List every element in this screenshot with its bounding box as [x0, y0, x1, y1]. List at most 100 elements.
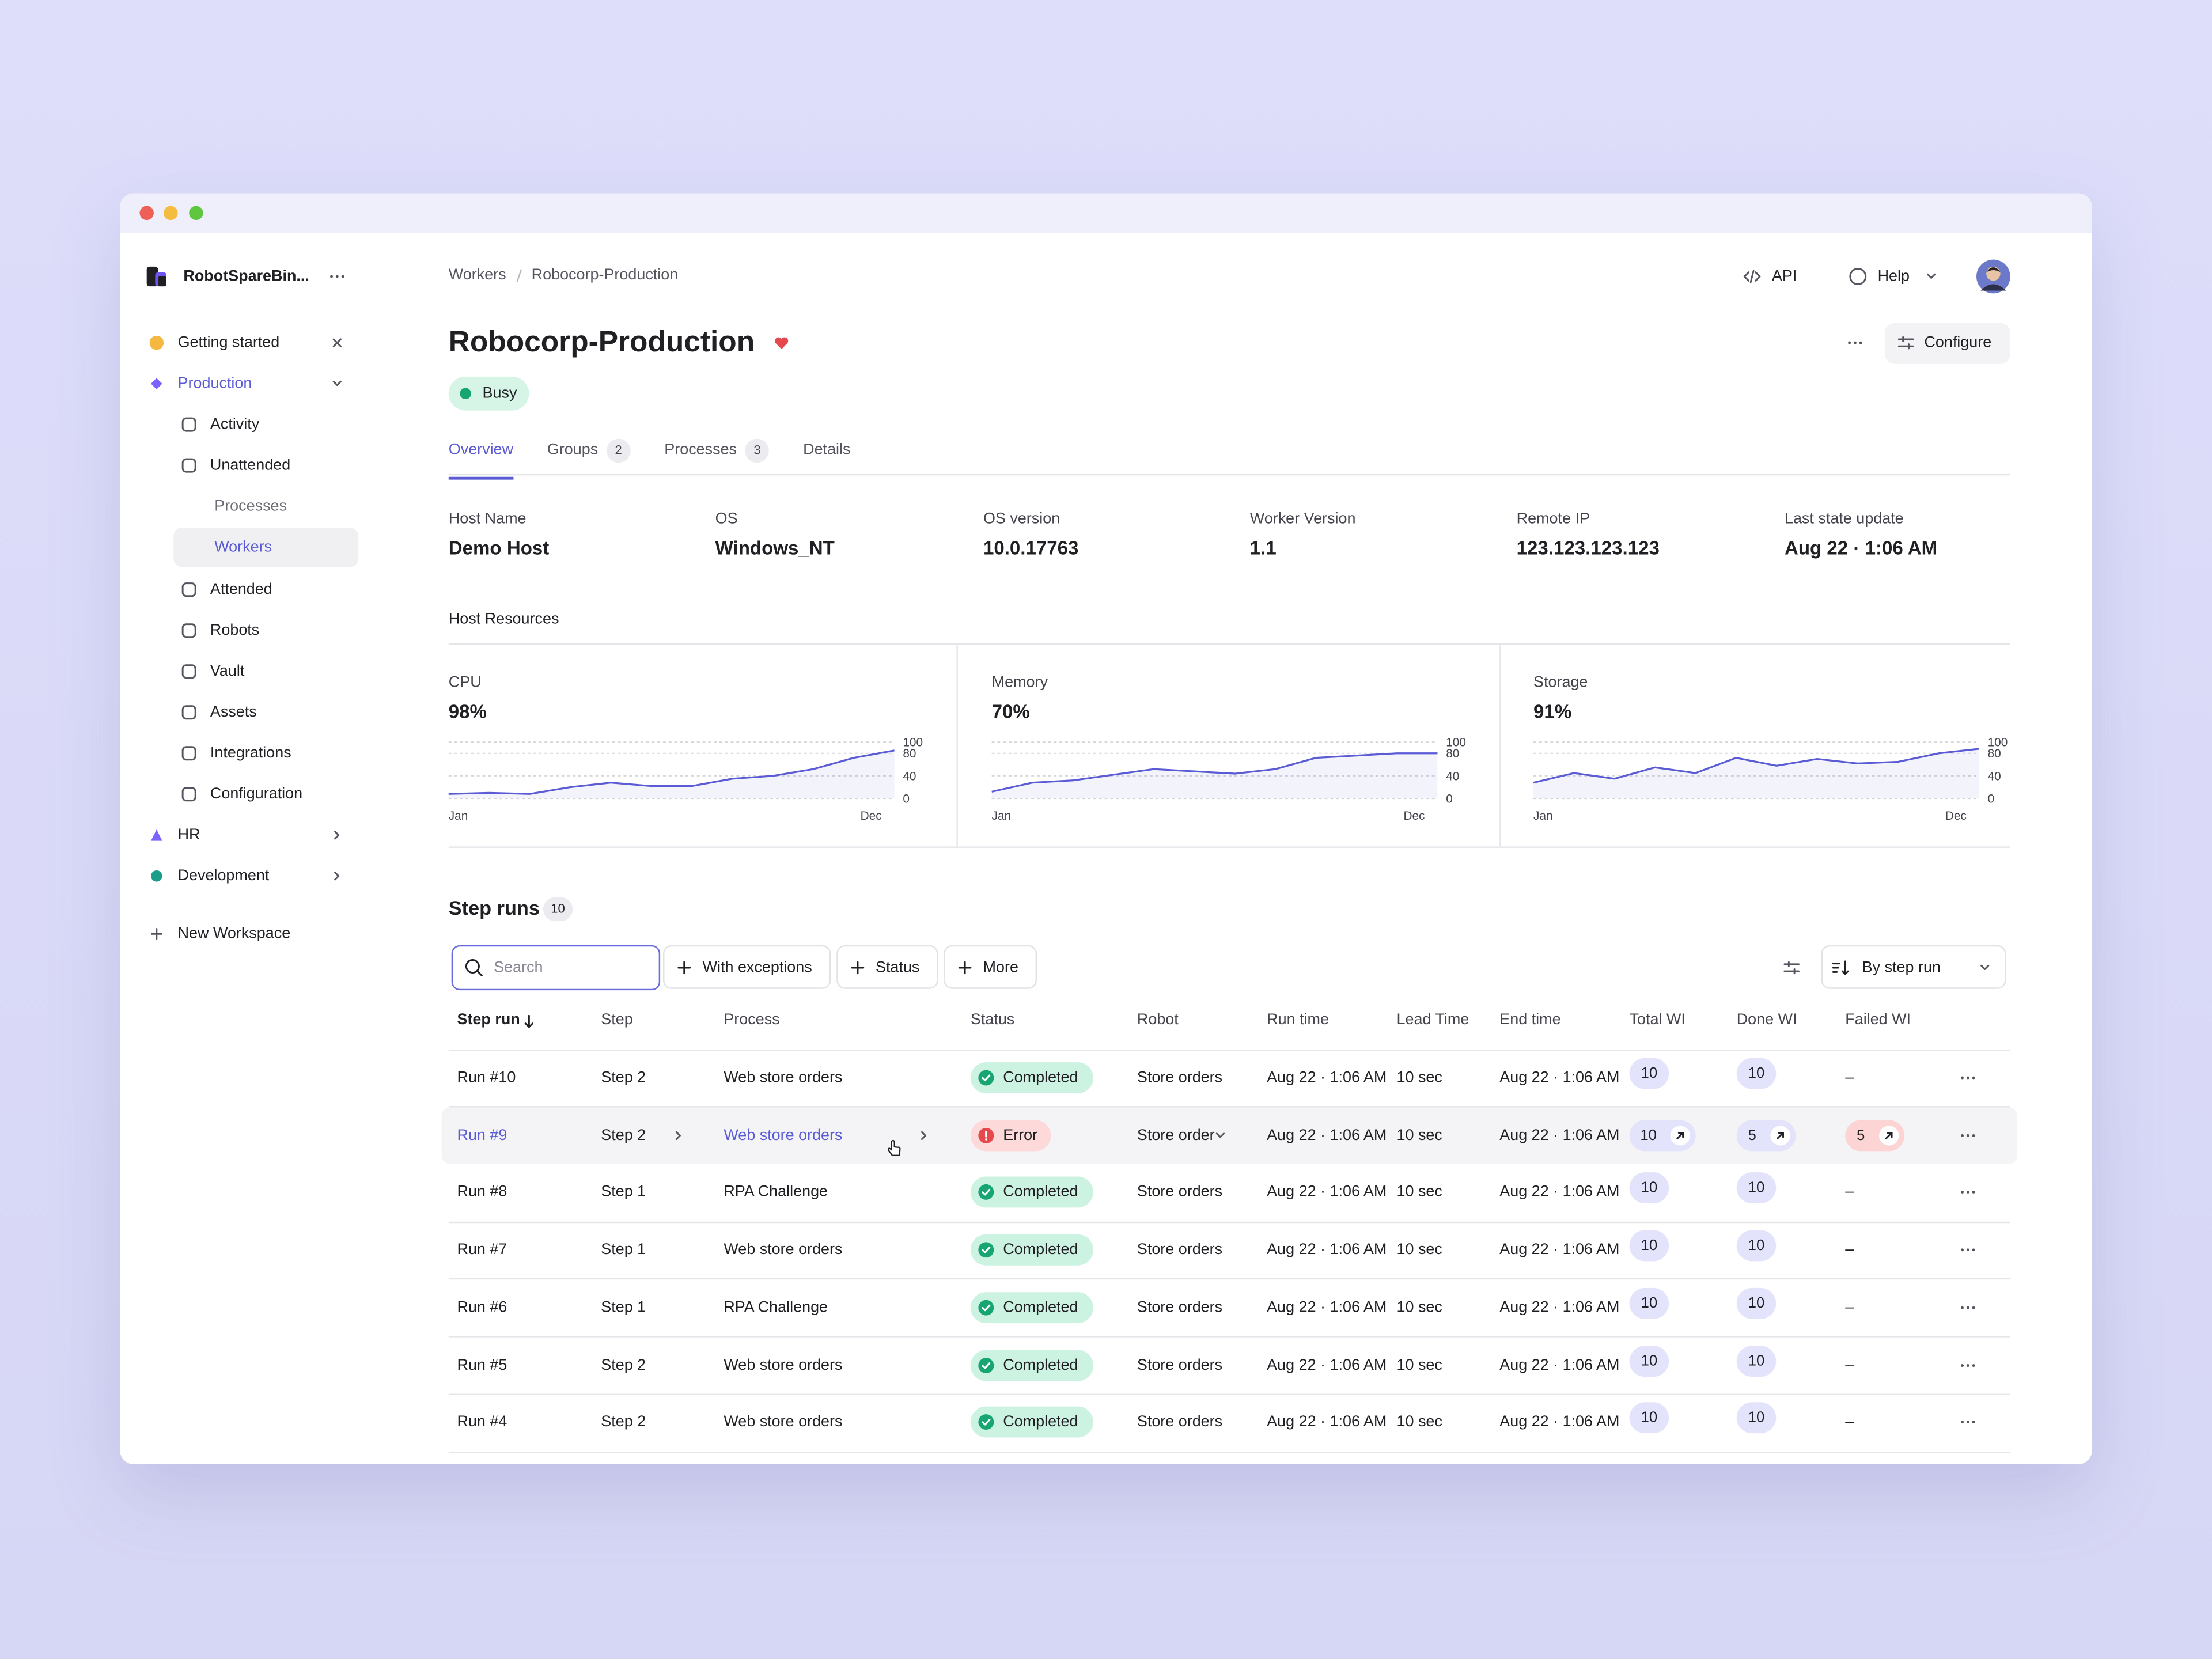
column-header[interactable]: Robot [1137, 1011, 1179, 1029]
area-fill [991, 753, 1438, 799]
table-cell[interactable]: Run #9 [457, 1126, 507, 1144]
close-dot[interactable] [139, 206, 154, 221]
workspace-item[interactable]: Production [177, 375, 252, 392]
x-tick-label: Jan [992, 809, 1012, 823]
column-header[interactable]: Step run [457, 1011, 520, 1029]
more-menu [1961, 1191, 1975, 1194]
dot [1961, 1421, 1964, 1424]
nav-item[interactable]: Attended [210, 580, 272, 598]
avatar [1976, 259, 2010, 294]
filter-button[interactable]: More [943, 945, 1037, 989]
nav-item[interactable]: Getting started [177, 334, 280, 351]
pointer-cursor [888, 1139, 901, 1156]
nav-item[interactable]: Vault [210, 662, 245, 680]
sort-arrow [524, 1014, 533, 1028]
nav-subitem[interactable]: Processes [214, 498, 287, 516]
filter-button[interactable]: Status [836, 945, 938, 989]
nav-item[interactable]: Integrations [210, 744, 291, 762]
header-action[interactable]: Help [1877, 268, 1910, 285]
workspace-item[interactable]: HR [177, 827, 200, 844]
tab[interactable]: Groups 2 [547, 438, 631, 463]
zoom-dot[interactable] [189, 206, 203, 221]
diamond [151, 378, 162, 389]
column-header[interactable]: End time [1499, 1011, 1561, 1029]
table-cell: Aug 22 · 1:06 AM [1499, 1126, 1620, 1144]
y-tick-label: 0 [1988, 792, 1995, 805]
sort-dropdown[interactable] [1821, 945, 2006, 989]
info-label: Host Name [448, 510, 527, 528]
info-value: Windows_NT [715, 537, 835, 559]
y-tick-label: 100 [1988, 736, 2008, 749]
breadcrumb-item[interactable]: Robocorp-Production [531, 266, 679, 284]
tab[interactable]: Processes 3 [664, 438, 770, 463]
dot [1972, 1134, 1975, 1137]
window [120, 193, 2092, 1465]
triangle [151, 830, 162, 841]
count-badge: 10 [543, 897, 573, 922]
y-tick-label: 100 [1446, 736, 1466, 749]
nav-item[interactable]: Unattended [210, 457, 291, 475]
column-header[interactable]: Step [601, 1011, 633, 1029]
row-rule [448, 1049, 2010, 1051]
table-cell: Aug 22 · 1:06 AM [1499, 1184, 1620, 1202]
chevron-path [1215, 1132, 1225, 1138]
dot [1853, 341, 1857, 344]
nav-item[interactable]: Configuration [210, 786, 303, 803]
check [982, 1361, 991, 1369]
column-header[interactable]: Process [724, 1011, 780, 1029]
wi-badge [1629, 1230, 1669, 1262]
code [1743, 270, 1761, 283]
nav-subitem[interactable]: Workers [214, 539, 272, 556]
heart [775, 337, 789, 350]
tab[interactable]: Details [803, 442, 850, 459]
column-header[interactable]: Total WI [1629, 1011, 1685, 1029]
configure-button[interactable] [1884, 323, 2010, 364]
nav-icon [181, 459, 196, 474]
wi-badge [1736, 1287, 1777, 1319]
chart-title: Memory [991, 674, 1048, 692]
icon-bg [978, 1300, 994, 1316]
more-menu [1961, 1076, 1975, 1080]
table-cell: Run #10 [457, 1069, 516, 1086]
status-label: Completed [1003, 1184, 1078, 1202]
area-fill [448, 750, 895, 799]
breadcrumb-item[interactable]: Workers [448, 266, 506, 284]
more-menu [1961, 1421, 1975, 1424]
column-header[interactable]: Done WI [1736, 1011, 1797, 1029]
wi-count: 10 [1640, 1126, 1657, 1144]
dot [1972, 1248, 1975, 1252]
chevron [334, 872, 340, 881]
wave [149, 335, 164, 350]
chevron [334, 831, 340, 840]
tab-label: Overview [448, 441, 514, 459]
search-input[interactable] [451, 945, 661, 991]
nav-item[interactable]: Assets [210, 703, 257, 721]
header-action[interactable]: API [1771, 268, 1797, 285]
table-cell: Aug 22 · 1:06 AM [1267, 1299, 1387, 1316]
workspace-item[interactable]: Development [177, 868, 270, 885]
nav-item[interactable]: Robots [210, 622, 260, 639]
column-header[interactable]: Status [970, 1011, 1015, 1029]
minimize-dot[interactable] [164, 206, 178, 221]
chevron-path [1927, 273, 1936, 279]
circle [151, 870, 162, 882]
table-cell[interactable]: Web store orders [724, 1126, 843, 1144]
wi-badge [1736, 1173, 1777, 1204]
nav-item[interactable]: Activity [210, 416, 260, 434]
table-cell: Step 1 [601, 1299, 646, 1316]
handle [476, 970, 483, 976]
wi-count: 10 [1748, 1294, 1765, 1312]
dot [1966, 1076, 1969, 1080]
line-series [1533, 748, 1980, 784]
column-header[interactable]: Failed WI [1845, 1011, 1911, 1029]
wi-count: 10 [1748, 1352, 1765, 1369]
check [982, 1189, 991, 1196]
column-header[interactable]: Run time [1267, 1011, 1330, 1029]
filter-button[interactable]: With exceptions [663, 945, 831, 989]
table-cell: RPA Challenge [724, 1299, 828, 1316]
nav-item[interactable]: New Workspace [177, 925, 291, 942]
column-header[interactable]: Lead Time [1396, 1011, 1469, 1029]
status-label: Completed [1003, 1356, 1078, 1374]
tab[interactable]: Overview [448, 441, 514, 480]
sort-icon [1832, 960, 1849, 975]
